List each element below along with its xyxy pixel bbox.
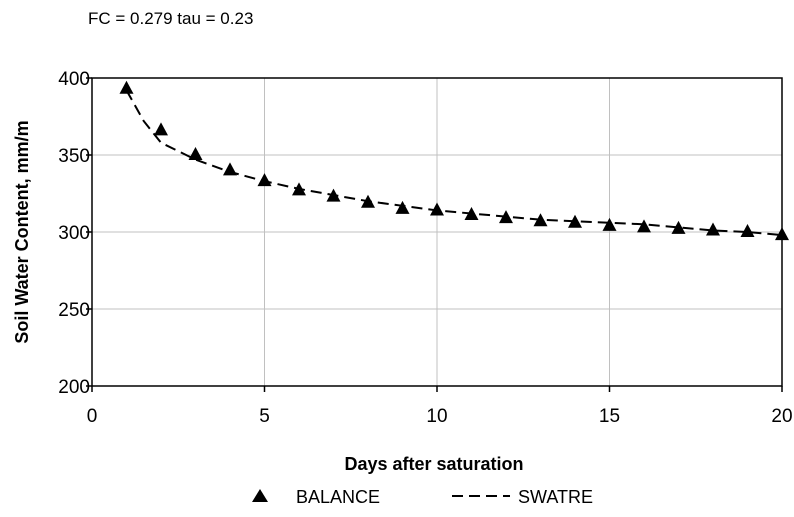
data-point-balance [637,219,651,233]
data-point-balance [257,173,272,187]
legend: BALANCE SWATRE [252,487,593,507]
y-tick-label: 250 [58,300,90,321]
data-point-balance [671,220,686,234]
data-point-balance [188,147,203,160]
legend-marker-balance-icon [252,489,268,502]
x-tick-label: 5 [259,406,270,427]
data-point-balance [395,200,410,214]
x-tick-label: 15 [599,406,620,427]
data-point-balance [430,202,444,216]
data-point-balance [119,80,134,94]
legend-label-swatre: SWATRE [518,487,593,507]
series-line-swatre [125,89,783,237]
x-axis: 0 5 10 15 20 [87,386,793,427]
legend-label-balance: BALANCE [296,487,380,507]
y-tick-label: 300 [58,223,90,244]
data-point-balance [740,224,755,237]
series-lines [125,89,783,237]
data-point-balance [464,207,479,221]
data-point-balance [602,217,617,231]
chart-subtitle: FC = 0.279 tau = 0.23 [88,9,253,28]
data-point-balance [775,227,789,241]
x-tick-label: 0 [87,406,98,427]
x-axis-title: Days after saturation [344,454,523,474]
data-point-balance [499,210,513,224]
x-tick-label: 10 [426,406,447,427]
data-point-balance [326,188,341,202]
x-tick-label: 20 [771,406,792,427]
data-point-balance [706,222,720,236]
series-markers [119,80,789,241]
grid [92,78,782,386]
data-point-balance [568,214,582,228]
data-point-balance [154,122,168,136]
data-point-balance [533,213,548,227]
y-tick-label: 350 [58,146,90,167]
data-point-balance [292,182,306,196]
data-point-balance [223,162,237,176]
data-point-balance [361,194,375,208]
y-axis: 200 250 300 350 400 [58,69,92,398]
y-tick-label: 200 [58,377,90,398]
y-axis-title: Soil Water Content, mm/m [12,120,32,343]
y-tick-label: 400 [58,69,90,90]
